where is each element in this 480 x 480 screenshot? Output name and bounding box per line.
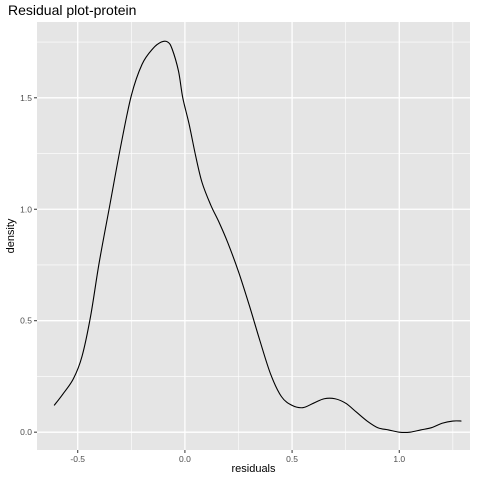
chart-title: Residual plot-protein (8, 2, 137, 18)
y-axis-title: density (5, 218, 17, 253)
density-curve (53, 40, 462, 433)
y-tick-label: 1.5 (20, 93, 32, 103)
y-tick-label: 1.0 (20, 204, 32, 214)
y-tick-label: 0.5 (20, 316, 32, 326)
x-tick-label: 1.0 (393, 454, 405, 464)
plot-panel (37, 22, 470, 450)
y-tick-label: 0.0 (20, 427, 32, 437)
major-gridlines (37, 22, 470, 450)
y-axis: 0.0 0.5 1.0 1.5 (20, 93, 37, 437)
x-axis: -0.5 0.0 0.5 1.0 (70, 450, 405, 464)
x-axis-title: residuals (231, 463, 276, 475)
x-tick-label: -0.5 (70, 454, 85, 464)
x-tick-label: 0.0 (179, 454, 191, 464)
minor-gridlines (37, 22, 470, 450)
x-tick-label: 0.5 (286, 454, 298, 464)
